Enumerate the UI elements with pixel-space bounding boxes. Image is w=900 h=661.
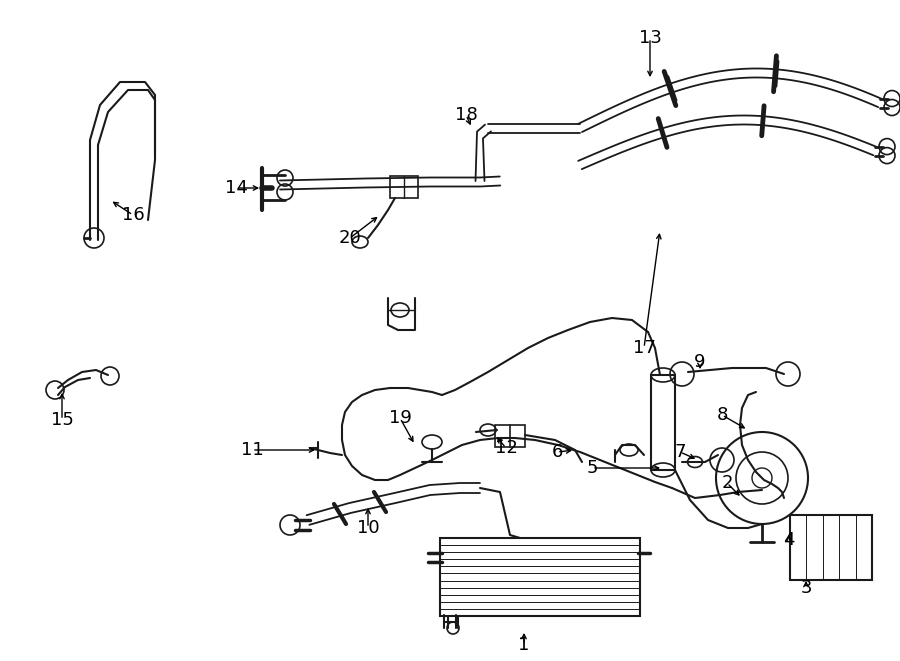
- Bar: [651, 375, 675, 470]
- Text: 2: 2: [721, 474, 733, 492]
- Text: 12: 12: [495, 439, 518, 457]
- Text: 15: 15: [50, 411, 74, 429]
- Text: 4: 4: [783, 531, 795, 549]
- Text: 14: 14: [225, 179, 248, 197]
- Text: 11: 11: [240, 441, 264, 459]
- Text: 13: 13: [639, 29, 662, 47]
- Text: 18: 18: [454, 106, 477, 124]
- Text: 20: 20: [338, 229, 362, 247]
- Text: 17: 17: [633, 339, 655, 357]
- Bar: [790, 515, 872, 580]
- Text: 3: 3: [800, 579, 812, 597]
- Bar: [495, 425, 525, 447]
- Text: 9: 9: [694, 353, 706, 371]
- Text: 7: 7: [674, 443, 686, 461]
- Bar: [390, 176, 418, 198]
- Text: 5: 5: [586, 459, 598, 477]
- Text: 16: 16: [122, 206, 144, 224]
- Text: 19: 19: [389, 409, 411, 427]
- Text: 6: 6: [552, 443, 562, 461]
- Bar: [440, 538, 640, 616]
- Text: 10: 10: [356, 519, 379, 537]
- Text: 1: 1: [518, 636, 530, 654]
- Text: 8: 8: [716, 406, 728, 424]
